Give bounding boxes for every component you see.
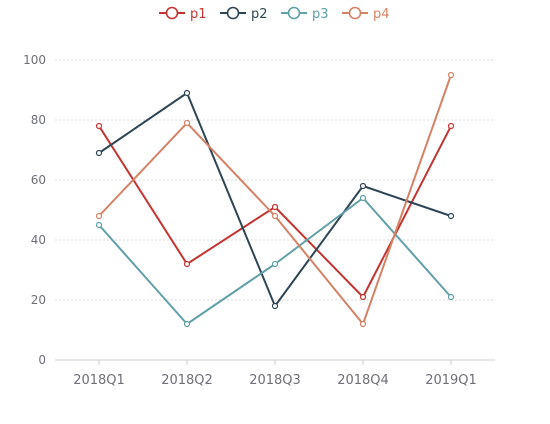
series-line bbox=[98, 125, 452, 298]
data-point bbox=[447, 122, 455, 130]
legend-marker bbox=[165, 6, 179, 20]
y-tick-label: 40 bbox=[31, 233, 46, 247]
y-tick-label: 20 bbox=[31, 293, 46, 307]
legend-item-p2: p2 bbox=[220, 6, 268, 22]
data-point bbox=[447, 293, 455, 301]
legend-label: p3 bbox=[312, 7, 329, 22]
data-point bbox=[271, 260, 279, 268]
data-point bbox=[95, 212, 103, 220]
data-point bbox=[271, 203, 279, 211]
x-tick-label: 2018Q1 bbox=[73, 373, 125, 388]
data-point bbox=[271, 212, 279, 220]
legend-marker bbox=[287, 6, 301, 20]
data-point bbox=[95, 149, 103, 157]
y-tick-label: 60 bbox=[31, 173, 46, 187]
legend-marker bbox=[226, 6, 240, 20]
data-point bbox=[359, 293, 367, 301]
x-tick-label: 2018Q3 bbox=[249, 373, 301, 388]
legend-label: p2 bbox=[251, 7, 268, 22]
y-tick-label: 100 bbox=[23, 53, 46, 67]
series-p1 bbox=[95, 122, 455, 301]
legend: p1 p2 p3 p4 bbox=[159, 6, 390, 22]
data-point bbox=[183, 260, 191, 268]
series-p4 bbox=[95, 71, 455, 328]
grid bbox=[55, 59, 495, 301]
series-lines bbox=[95, 71, 455, 328]
data-point bbox=[359, 182, 367, 190]
data-point bbox=[359, 194, 367, 202]
series-line bbox=[98, 74, 452, 325]
data-point bbox=[95, 221, 103, 229]
data-point bbox=[183, 89, 191, 97]
legend-item-p3: p3 bbox=[281, 6, 329, 22]
x-tick-label: 2018Q4 bbox=[337, 373, 389, 388]
data-point bbox=[183, 320, 191, 328]
legend-label: p4 bbox=[373, 7, 390, 22]
legend-marker bbox=[348, 6, 362, 20]
y-tick-label: 80 bbox=[31, 113, 46, 127]
axes: 0 20 40 60 80 100 2018Q1 2018Q2 2018Q3 2018Q4 2019… bbox=[23, 53, 495, 388]
series-p2 bbox=[95, 89, 455, 310]
data-point bbox=[359, 320, 367, 328]
series-p3 bbox=[95, 194, 455, 328]
legend-label: p1 bbox=[190, 7, 207, 22]
data-point bbox=[271, 302, 279, 310]
series-line bbox=[98, 92, 452, 307]
data-point bbox=[95, 122, 103, 130]
x-tick-label: 2018Q2 bbox=[161, 373, 213, 388]
legend-item-p4: p4 bbox=[342, 6, 390, 22]
y-tick-label: 0 bbox=[38, 353, 46, 367]
x-tick-label: 2019Q1 bbox=[425, 373, 477, 388]
data-point bbox=[447, 71, 455, 79]
legend-item-p1: p1 bbox=[159, 6, 207, 22]
data-point bbox=[447, 212, 455, 220]
data-point bbox=[183, 119, 191, 127]
